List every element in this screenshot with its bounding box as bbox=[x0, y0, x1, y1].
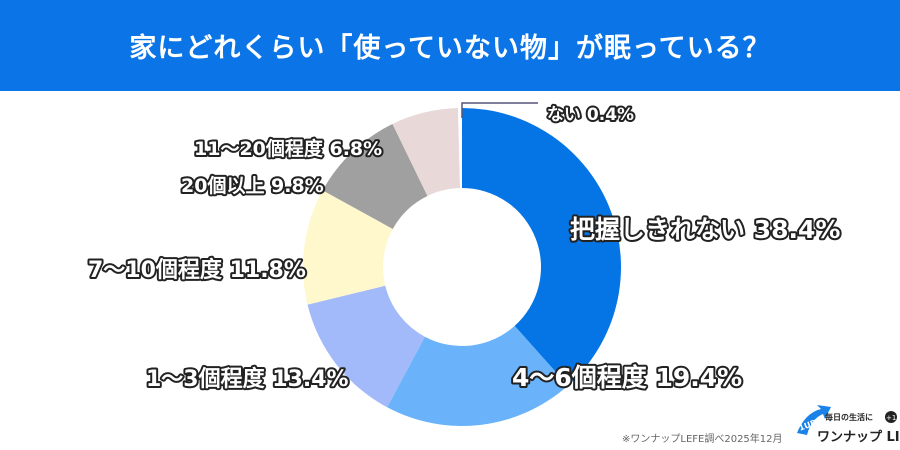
slice-label: 把握しきれない 38.4% bbox=[570, 215, 840, 244]
donut-slice bbox=[462, 108, 621, 386]
brand-logo: 1UP 毎日の生活に +1 ワンナップ LIFE bbox=[797, 405, 900, 445]
slice-label: ない 0.4% bbox=[547, 105, 634, 125]
donut-slice bbox=[307, 285, 425, 408]
svg-text:+1: +1 bbox=[886, 414, 896, 422]
slice-label: 1〜3個程度 13.4% bbox=[146, 366, 349, 392]
svg-text:毎日の生活に: 毎日の生活に bbox=[825, 412, 873, 422]
source-note: ※ワンナップLEFE調べ2025年12月 bbox=[622, 434, 783, 445]
svg-text:ワンナップ LIFE: ワンナップ LIFE bbox=[817, 430, 900, 445]
leader-line bbox=[461, 102, 538, 118]
slice-label: 4〜6個程度 19.4% bbox=[512, 363, 742, 392]
slice-label: 20個以上 9.8% bbox=[181, 175, 324, 197]
slice-label: 11〜20個程度 6.8% bbox=[194, 137, 382, 160]
chart-title: 家にどれくらい「使っていない物」が眠っている？ bbox=[129, 33, 771, 64]
donut-slice bbox=[392, 108, 461, 196]
slice-label: 7〜10個程度 11.8% bbox=[88, 257, 306, 283]
donut-slice bbox=[458, 108, 462, 189]
donut-slice bbox=[387, 325, 568, 427]
donut-slice bbox=[322, 123, 428, 229]
title-banner: 家にどれくらい「使っていない物」が眠っている？ bbox=[0, 0, 900, 91]
donut-slice bbox=[303, 190, 393, 305]
